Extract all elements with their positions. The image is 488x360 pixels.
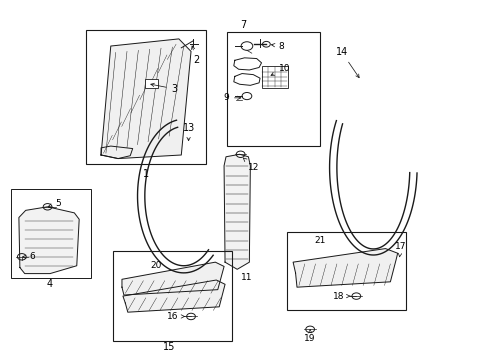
Text: 18: 18	[332, 292, 349, 301]
Text: 7: 7	[240, 19, 246, 30]
Text: 17: 17	[394, 242, 406, 257]
Text: 11: 11	[240, 273, 252, 282]
Polygon shape	[122, 262, 224, 295]
Text: 14: 14	[335, 47, 358, 78]
Text: 4: 4	[47, 279, 53, 289]
Polygon shape	[19, 207, 79, 274]
Polygon shape	[292, 249, 397, 287]
Bar	[144, 79, 158, 88]
Bar	[287, 232, 406, 310]
Text: 15: 15	[163, 342, 175, 352]
Text: 1: 1	[143, 168, 149, 179]
Bar	[261, 66, 287, 88]
Text: 2: 2	[191, 46, 199, 65]
Text: 12: 12	[243, 158, 259, 172]
Polygon shape	[122, 280, 224, 312]
Text: 16: 16	[167, 312, 184, 321]
Text: 10: 10	[270, 64, 289, 75]
Text: 20: 20	[150, 261, 162, 270]
Bar	[227, 32, 319, 146]
Text: 21: 21	[313, 236, 325, 245]
Text: 19: 19	[304, 334, 315, 343]
Polygon shape	[101, 39, 191, 158]
Text: 3: 3	[150, 83, 177, 94]
Text: 9: 9	[223, 93, 241, 102]
Polygon shape	[224, 154, 250, 269]
Text: 13: 13	[182, 123, 194, 141]
Text: 8: 8	[271, 41, 284, 50]
Text: 6: 6	[22, 252, 35, 261]
Text: 5: 5	[48, 199, 61, 208]
Bar	[86, 30, 205, 164]
Bar	[113, 251, 232, 341]
Bar	[11, 189, 91, 278]
